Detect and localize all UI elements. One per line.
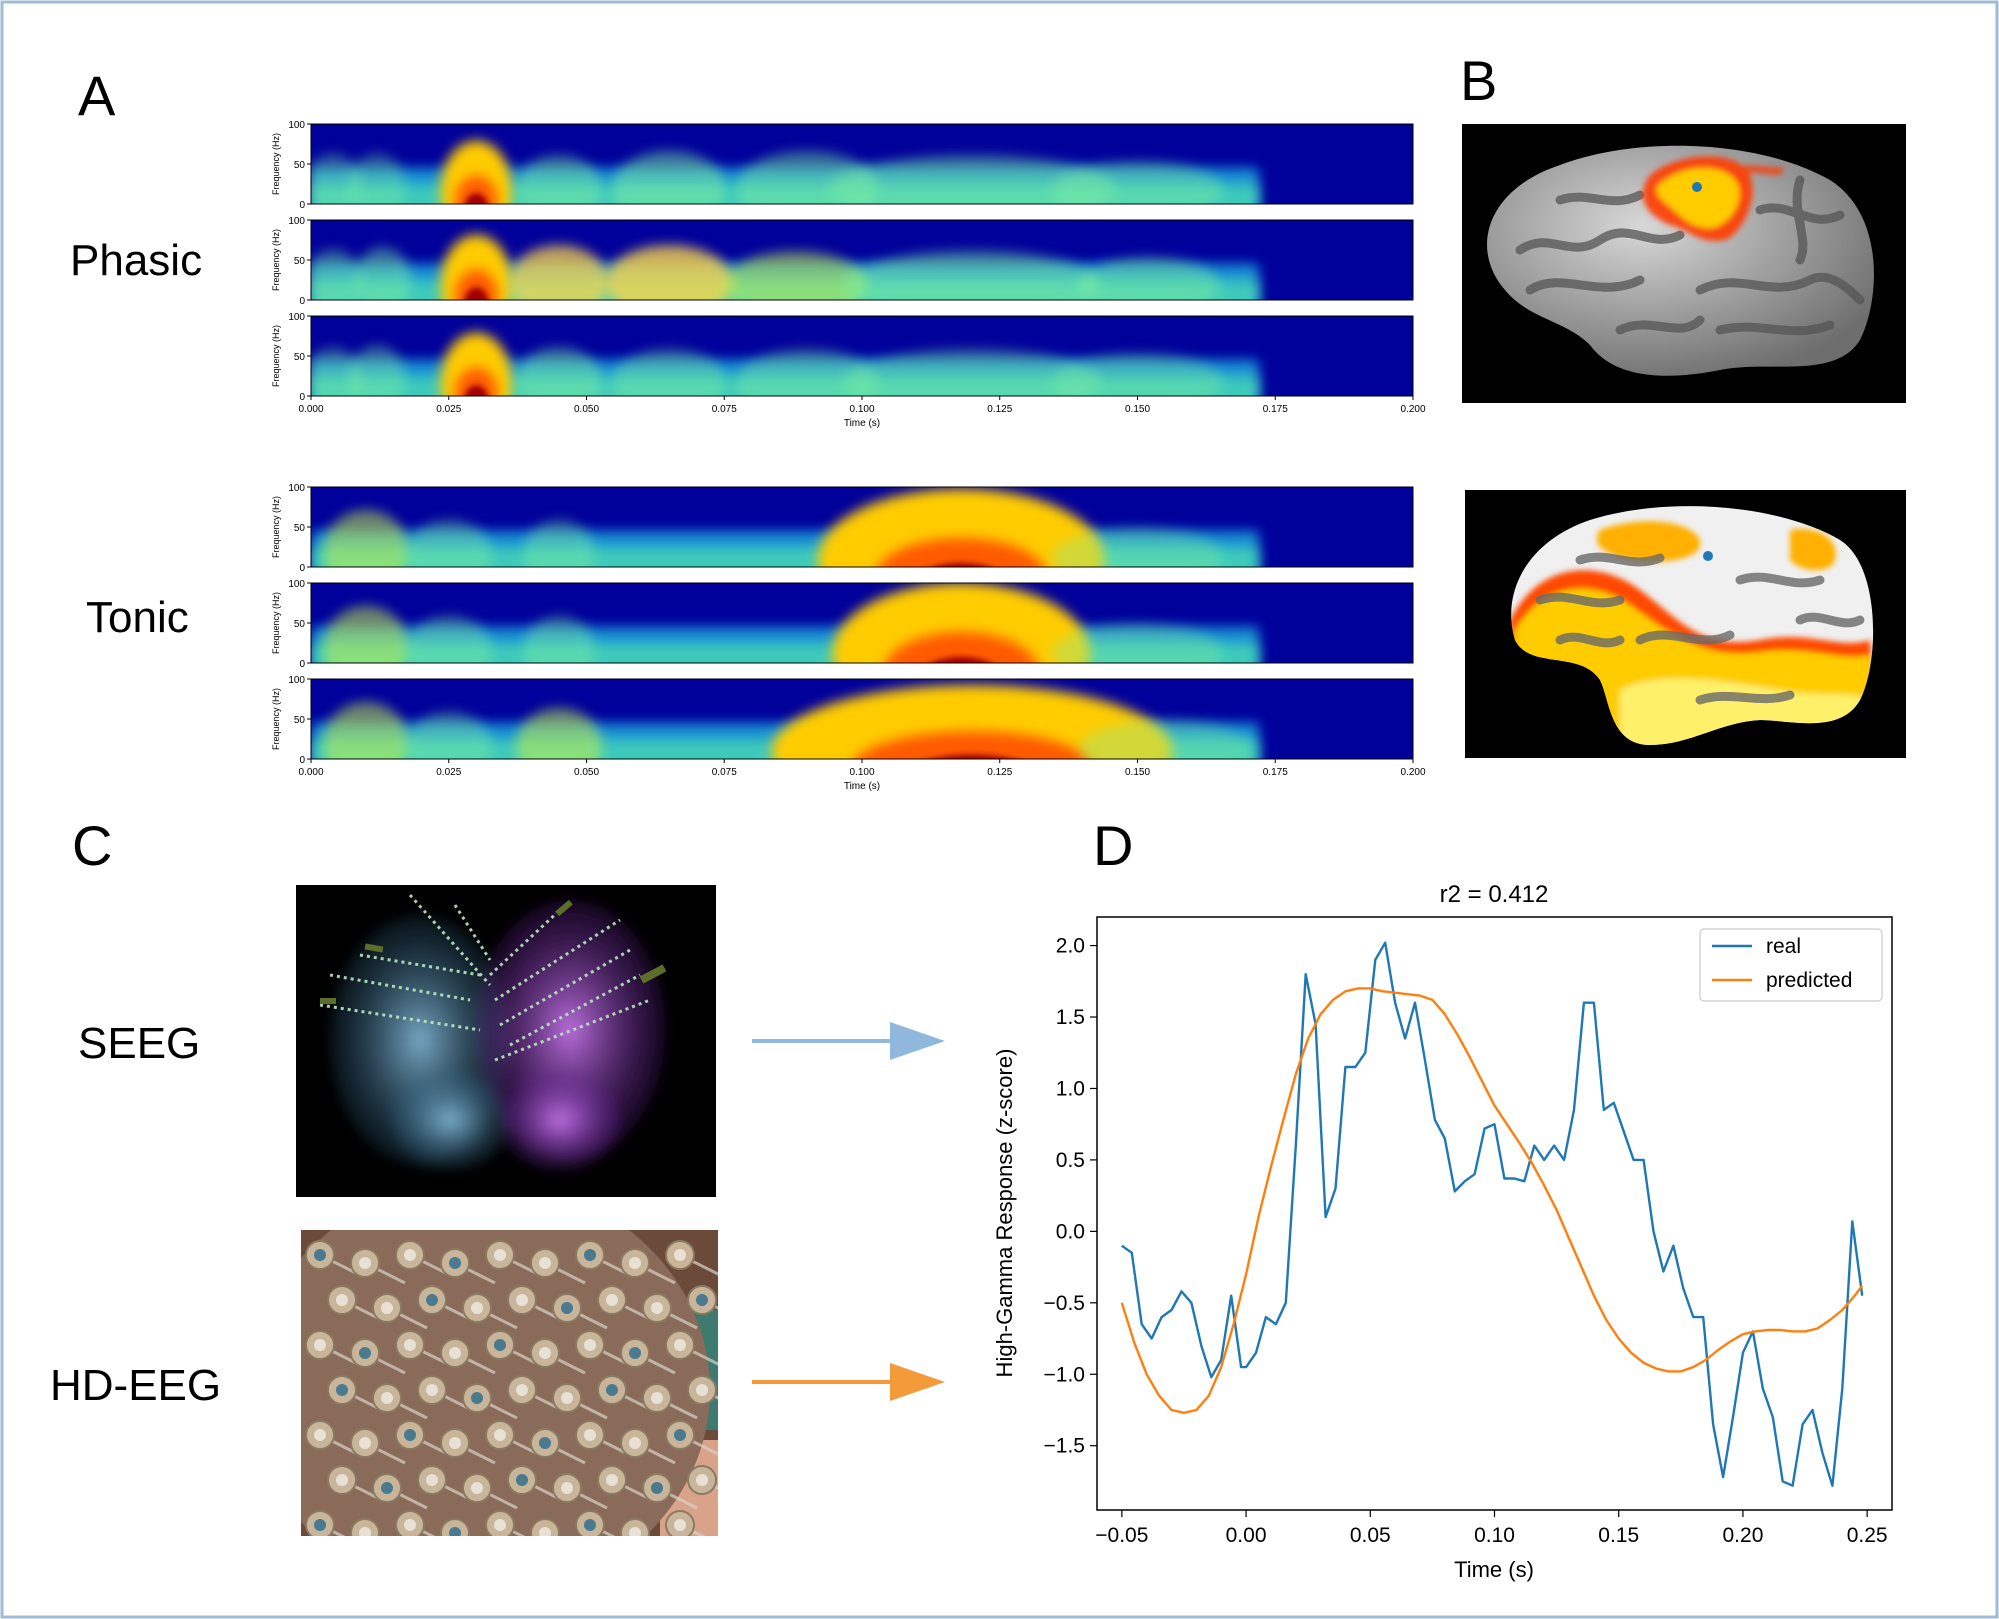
panel-label-c: C <box>72 814 112 877</box>
spectrogram-xtick: 0.100 <box>849 404 874 415</box>
brain-map-tonic <box>1465 490 1906 758</box>
x-tick-label: 0.00 <box>1226 1524 1267 1547</box>
legend-entry-predicted: predicted <box>1766 969 1852 992</box>
spectrogram-ylabel: Frequency (Hz) <box>271 688 281 750</box>
spectrogram-phasic-2: 0 50 100 Frequency (Hz) <box>271 216 1414 307</box>
spectrogram-tonic-3: 0 50 100 Frequency (Hz) <box>271 675 1414 766</box>
y-tick-label: 2.0 <box>1056 935 1085 958</box>
chart-title: r2 = 0.412 <box>1440 881 1549 908</box>
spectrogram-xtick: 0.075 <box>712 404 737 415</box>
brain-map-phasic <box>1462 124 1906 403</box>
y-tick-label: −0.5 <box>1044 1292 1085 1315</box>
spectrogram-xtick: 0.200 <box>1400 404 1425 415</box>
y-tick-label: 0.0 <box>1056 1220 1085 1243</box>
seeg-brain-image <box>296 885 716 1197</box>
spectrogram-phasic-1: 0 50 100 Frequency (Hz) <box>271 120 1414 211</box>
spectrogram-xtick: 0.075 <box>712 767 737 778</box>
spectrogram-ylabel: Frequency (Hz) <box>271 592 281 654</box>
spectrogram-tonic-2: 0 50 100 Frequency (Hz) <box>271 579 1414 670</box>
spectrogram-ytick: 100 <box>288 579 305 590</box>
legend-entry-real: real <box>1766 935 1801 958</box>
spectrogram-ytick: 100 <box>288 312 305 323</box>
y-tick-label: 1.0 <box>1056 1077 1085 1100</box>
spectrogram-xtick: 0.125 <box>987 404 1012 415</box>
legend: real predicted <box>1699 928 1883 1002</box>
spectrogram-ytick: 0 <box>299 563 305 574</box>
spectrogram-ytick: 50 <box>294 256 306 267</box>
y-axis-label: High-Gamma Response (z-score) <box>992 1049 1017 1378</box>
spectrogram-xlabel: Time (s) <box>844 781 880 792</box>
spectrogram-xtick: 0.125 <box>987 767 1012 778</box>
x-tick-label: 0.25 <box>1847 1524 1888 1547</box>
seeg-label: SEEG <box>78 1019 200 1068</box>
spectrogram-xtick: 0.050 <box>574 404 599 415</box>
seeg-arrow <box>752 1022 945 1060</box>
y-tick-label: −1.0 <box>1044 1363 1085 1386</box>
tonic-label: Tonic <box>86 593 189 642</box>
hdeeg-cap-image <box>301 1230 718 1536</box>
spectrogram-ylabel: Frequency (Hz) <box>271 496 281 558</box>
spectrogram-xtick: 0.175 <box>1263 404 1288 415</box>
y-tick-label: −1.5 <box>1044 1435 1085 1458</box>
spectrogram-xtick: 0.000 <box>298 404 323 415</box>
spectrogram-xtick: 0.150 <box>1125 767 1150 778</box>
spectrogram-x-axis: 0.000 0.025 0.050 0.075 0.100 0.125 0.150 0.175… <box>298 396 1426 429</box>
spectrogram-ytick: 50 <box>294 619 306 630</box>
spectrogram-xtick: 0.150 <box>1125 404 1150 415</box>
y-tick-label: 1.5 <box>1056 1006 1085 1029</box>
spectrogram-ylabel: Frequency (Hz) <box>271 133 281 195</box>
x-tick-label: −0.05 <box>1095 1524 1148 1547</box>
spectrogram-ytick: 50 <box>294 160 306 171</box>
x-tick-label: 0.20 <box>1723 1524 1764 1547</box>
panel-label-b: B <box>1460 49 1497 112</box>
spectrogram-ytick: 100 <box>288 483 305 494</box>
spectrogram-ytick: 0 <box>299 296 305 307</box>
series-line-predicted <box>1120 987 1864 1415</box>
spectrogram-ytick: 100 <box>288 675 305 686</box>
panel-label-a: A <box>78 64 116 127</box>
spectrogram-ytick: 0 <box>299 659 305 670</box>
spectrogram-ytick: 100 <box>288 216 305 227</box>
spectrogram-ytick: 50 <box>294 715 306 726</box>
spectrogram-xtick: 0.025 <box>436 404 461 415</box>
spectrogram-ytick: 50 <box>294 352 306 363</box>
y-tick-label: 0.5 <box>1056 1149 1085 1172</box>
spectrogram-ytick: 0 <box>299 755 305 766</box>
spectrogram-xtick: 0.000 <box>298 767 323 778</box>
spectrogram-tonic-1: 0 50 100 Frequency (Hz) <box>271 483 1414 574</box>
series-line-real <box>1121 941 1864 1487</box>
spectrogram-xlabel: Time (s) <box>844 418 880 429</box>
hdeeg-label: HD-EEG <box>50 1361 221 1410</box>
spectrogram-ylabel: Frequency (Hz) <box>271 325 281 387</box>
x-tick-label: 0.15 <box>1598 1524 1639 1547</box>
spectrogram-ytick: 0 <box>299 200 305 211</box>
phasic-label: Phasic <box>70 236 202 285</box>
spectrogram-ylabel: Frequency (Hz) <box>271 229 281 291</box>
spectrogram-ytick: 100 <box>288 120 305 131</box>
spectrogram-phasic-3: 0 50 100 Frequency (Hz) <box>271 312 1414 403</box>
spectrogram-xtick: 0.175 <box>1263 767 1288 778</box>
chart-high-gamma: r2 = 0.412 −0.05 0.00 0.05 0.10 0.15 0.20 0.25… <box>992 881 1893 1582</box>
spectrogram-xtick: 0.025 <box>436 767 461 778</box>
spectrogram-xtick: 0.200 <box>1400 767 1425 778</box>
hdeeg-arrow <box>752 1363 945 1401</box>
spectrogram-panel: 0 50 100 Frequency (Hz) 0 50 100 Frequency (Hz)… <box>271 120 1426 792</box>
x-tick-label: 0.05 <box>1350 1524 1391 1547</box>
panel-label-d: D <box>1093 814 1133 877</box>
spectrogram-xtick: 0.050 <box>574 767 599 778</box>
spectrogram-xtick: 0.100 <box>849 767 874 778</box>
x-axis-label: Time (s) <box>1454 1557 1534 1582</box>
x-tick-label: 0.10 <box>1474 1524 1515 1547</box>
spectrogram-x-axis: 0.000 0.025 0.050 0.075 0.100 0.125 0.150 0.175… <box>298 759 1426 792</box>
spectrogram-ytick: 50 <box>294 523 306 534</box>
spectrogram-ytick: 0 <box>299 392 305 403</box>
